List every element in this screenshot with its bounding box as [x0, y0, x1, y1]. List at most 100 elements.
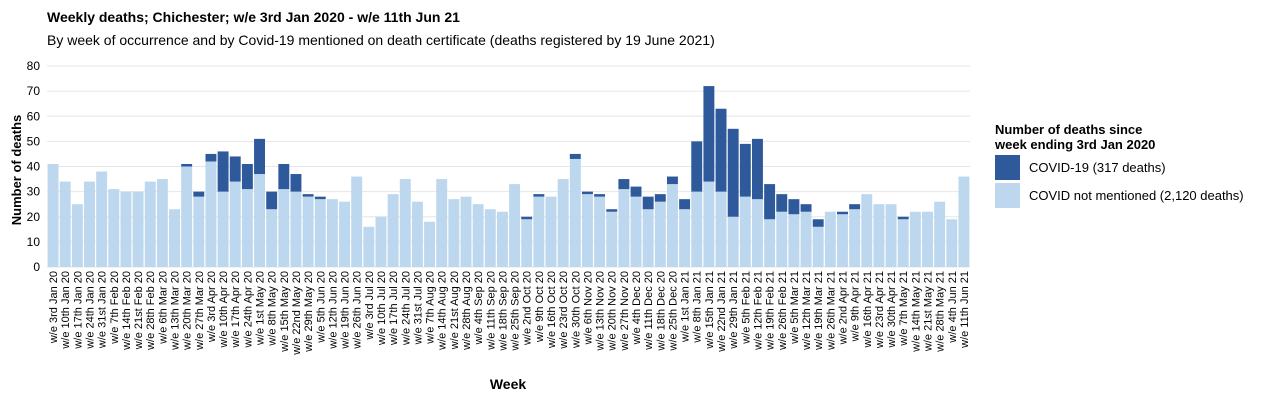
x-tick-label: w/e 31st Jan 20 [97, 271, 109, 349]
bar-not-covid [144, 181, 156, 267]
bar-covid [849, 204, 861, 210]
x-tick-label: w/e 20th Mar 20 [182, 271, 194, 351]
x-tick-label: w/e 12th Jun 20 [327, 271, 339, 350]
x-tick-label: w/e 11th Sep 20 [485, 271, 497, 351]
bar-not-covid [812, 226, 824, 267]
legend-swatch-covid [995, 155, 1020, 180]
bar-not-covid [691, 191, 703, 267]
legend-swatch-not-covid [995, 183, 1020, 208]
x-tick-label: w/e 14th May 21 [910, 271, 922, 353]
bar-covid [290, 174, 302, 192]
bar-not-covid [509, 184, 521, 267]
x-tick-label: w/e 26th Mar 21 [825, 271, 837, 351]
x-tick-label: w/e 10th Jan 20 [60, 271, 72, 350]
bar-not-covid [861, 194, 873, 267]
bar-covid [266, 191, 278, 210]
x-tick-label: w/e 14th Feb 20 [121, 271, 133, 351]
y-tick-label: 70 [27, 84, 41, 98]
x-tick-label: w/e 6th Nov 20 [582, 271, 594, 345]
x-tick-label: w/e 3rd Jan 20 [48, 271, 60, 344]
x-tick-label: w/e 7th May 21 [898, 271, 910, 347]
bar-not-covid [411, 201, 423, 267]
y-tick-label: 40 [27, 160, 41, 174]
bar-not-covid [181, 166, 193, 267]
bar-covid [812, 219, 824, 227]
x-tick-label: w/e 4th Sep 20 [473, 271, 485, 345]
x-tick-label: w/e 4th Dec 20 [631, 271, 643, 345]
bar-not-covid [424, 221, 436, 267]
bar-not-covid [193, 196, 205, 267]
bar-not-covid [557, 179, 569, 267]
chart-subtitle: By week of occurrence and by Covid-19 me… [47, 32, 715, 48]
x-tick-label: w/e 11th Dec 20 [643, 271, 655, 351]
bar-not-covid [788, 214, 800, 267]
x-tick-label: w/e 8th May 20 [267, 271, 279, 347]
x-tick-label: w/e 29th Jan 21 [728, 271, 740, 350]
bar-not-covid [205, 161, 217, 267]
x-tick-label: w/e 17th Jul 20 [388, 271, 400, 346]
bar-covid [205, 153, 217, 162]
bar-not-covid [496, 211, 508, 267]
bar-not-covid [326, 199, 338, 267]
x-tick-label: w/e 16th Oct 20 [546, 271, 558, 349]
bar-covid [217, 151, 229, 192]
legend-title: Number of deaths since week ending 3rd J… [995, 122, 1225, 152]
x-tick-label: w/e 2nd Apr 21 [837, 271, 849, 345]
bar-not-covid [594, 196, 606, 267]
bar-covid [193, 191, 205, 197]
bar-covid [691, 141, 703, 192]
bar-covid [229, 156, 241, 182]
bar-covid [630, 186, 642, 197]
bar-not-covid [581, 194, 593, 267]
x-tick-label: w/e 27th Mar 20 [194, 271, 206, 351]
x-tick-label: w/e 25th Sep 20 [510, 271, 522, 352]
x-tick-label: w/e 21st May 21 [922, 271, 934, 352]
bar-not-covid [654, 201, 666, 267]
x-tick-label: w/e 7th Aug 20 [425, 271, 437, 345]
x-tick-label: w/e 22nd May 20 [291, 271, 303, 356]
bar-not-covid [302, 196, 314, 267]
x-tick-label: w/e 19th Feb 21 [765, 271, 777, 351]
bar-covid [703, 86, 715, 182]
bar-covid [642, 196, 654, 210]
x-tick-label: w/e 19th Mar 21 [813, 271, 825, 351]
x-tick-label: w/e 29th May 20 [303, 271, 315, 353]
bar-covid [776, 194, 788, 212]
x-tick-label: w/e 31st Jul 20 [412, 271, 424, 345]
x-tick-label: w/e 24th Jan 20 [85, 271, 97, 350]
bars [47, 86, 970, 267]
bar-covid [241, 163, 253, 190]
bar-not-covid [934, 201, 946, 267]
x-tick-label: w/e 28th Aug 20 [461, 271, 473, 351]
legend-item-covid: COVID-19 (317 deaths) [995, 155, 1244, 180]
bar-not-covid [885, 204, 897, 267]
bar-covid [666, 176, 678, 185]
bar-covid [181, 163, 193, 167]
bar-not-covid [569, 158, 581, 267]
bar-not-covid [314, 199, 326, 267]
bar-not-covid [351, 176, 363, 267]
x-tick-label: w/e 1st May 20 [255, 271, 267, 346]
bar-covid [569, 153, 581, 159]
legend-title-line1: Number of deaths since [995, 122, 1143, 137]
y-tick-label: 10 [27, 235, 41, 249]
x-tick-label: w/e 15th May 20 [279, 271, 291, 353]
bar-not-covid [84, 181, 95, 267]
bar-covid [594, 194, 606, 197]
bar-not-covid [897, 219, 909, 267]
bar-not-covid [96, 171, 108, 267]
x-tick-label: w/e 21st Feb 20 [133, 271, 145, 350]
y-axis: 0 10 20 30 40 50 60 70 80 [27, 59, 41, 274]
bar-not-covid [399, 179, 411, 267]
bar-not-covid [800, 211, 812, 267]
bar-not-covid [387, 194, 399, 267]
bar-not-covid [545, 196, 557, 267]
bar-not-covid [909, 211, 921, 267]
bar-covid [254, 138, 265, 175]
x-tick-label: w/e 13th Nov 20 [595, 271, 607, 352]
bar-not-covid [679, 209, 691, 267]
y-axis-label: Number of deaths [9, 115, 24, 226]
bar-not-covid [229, 181, 241, 267]
y-tick-label: 20 [27, 210, 41, 224]
